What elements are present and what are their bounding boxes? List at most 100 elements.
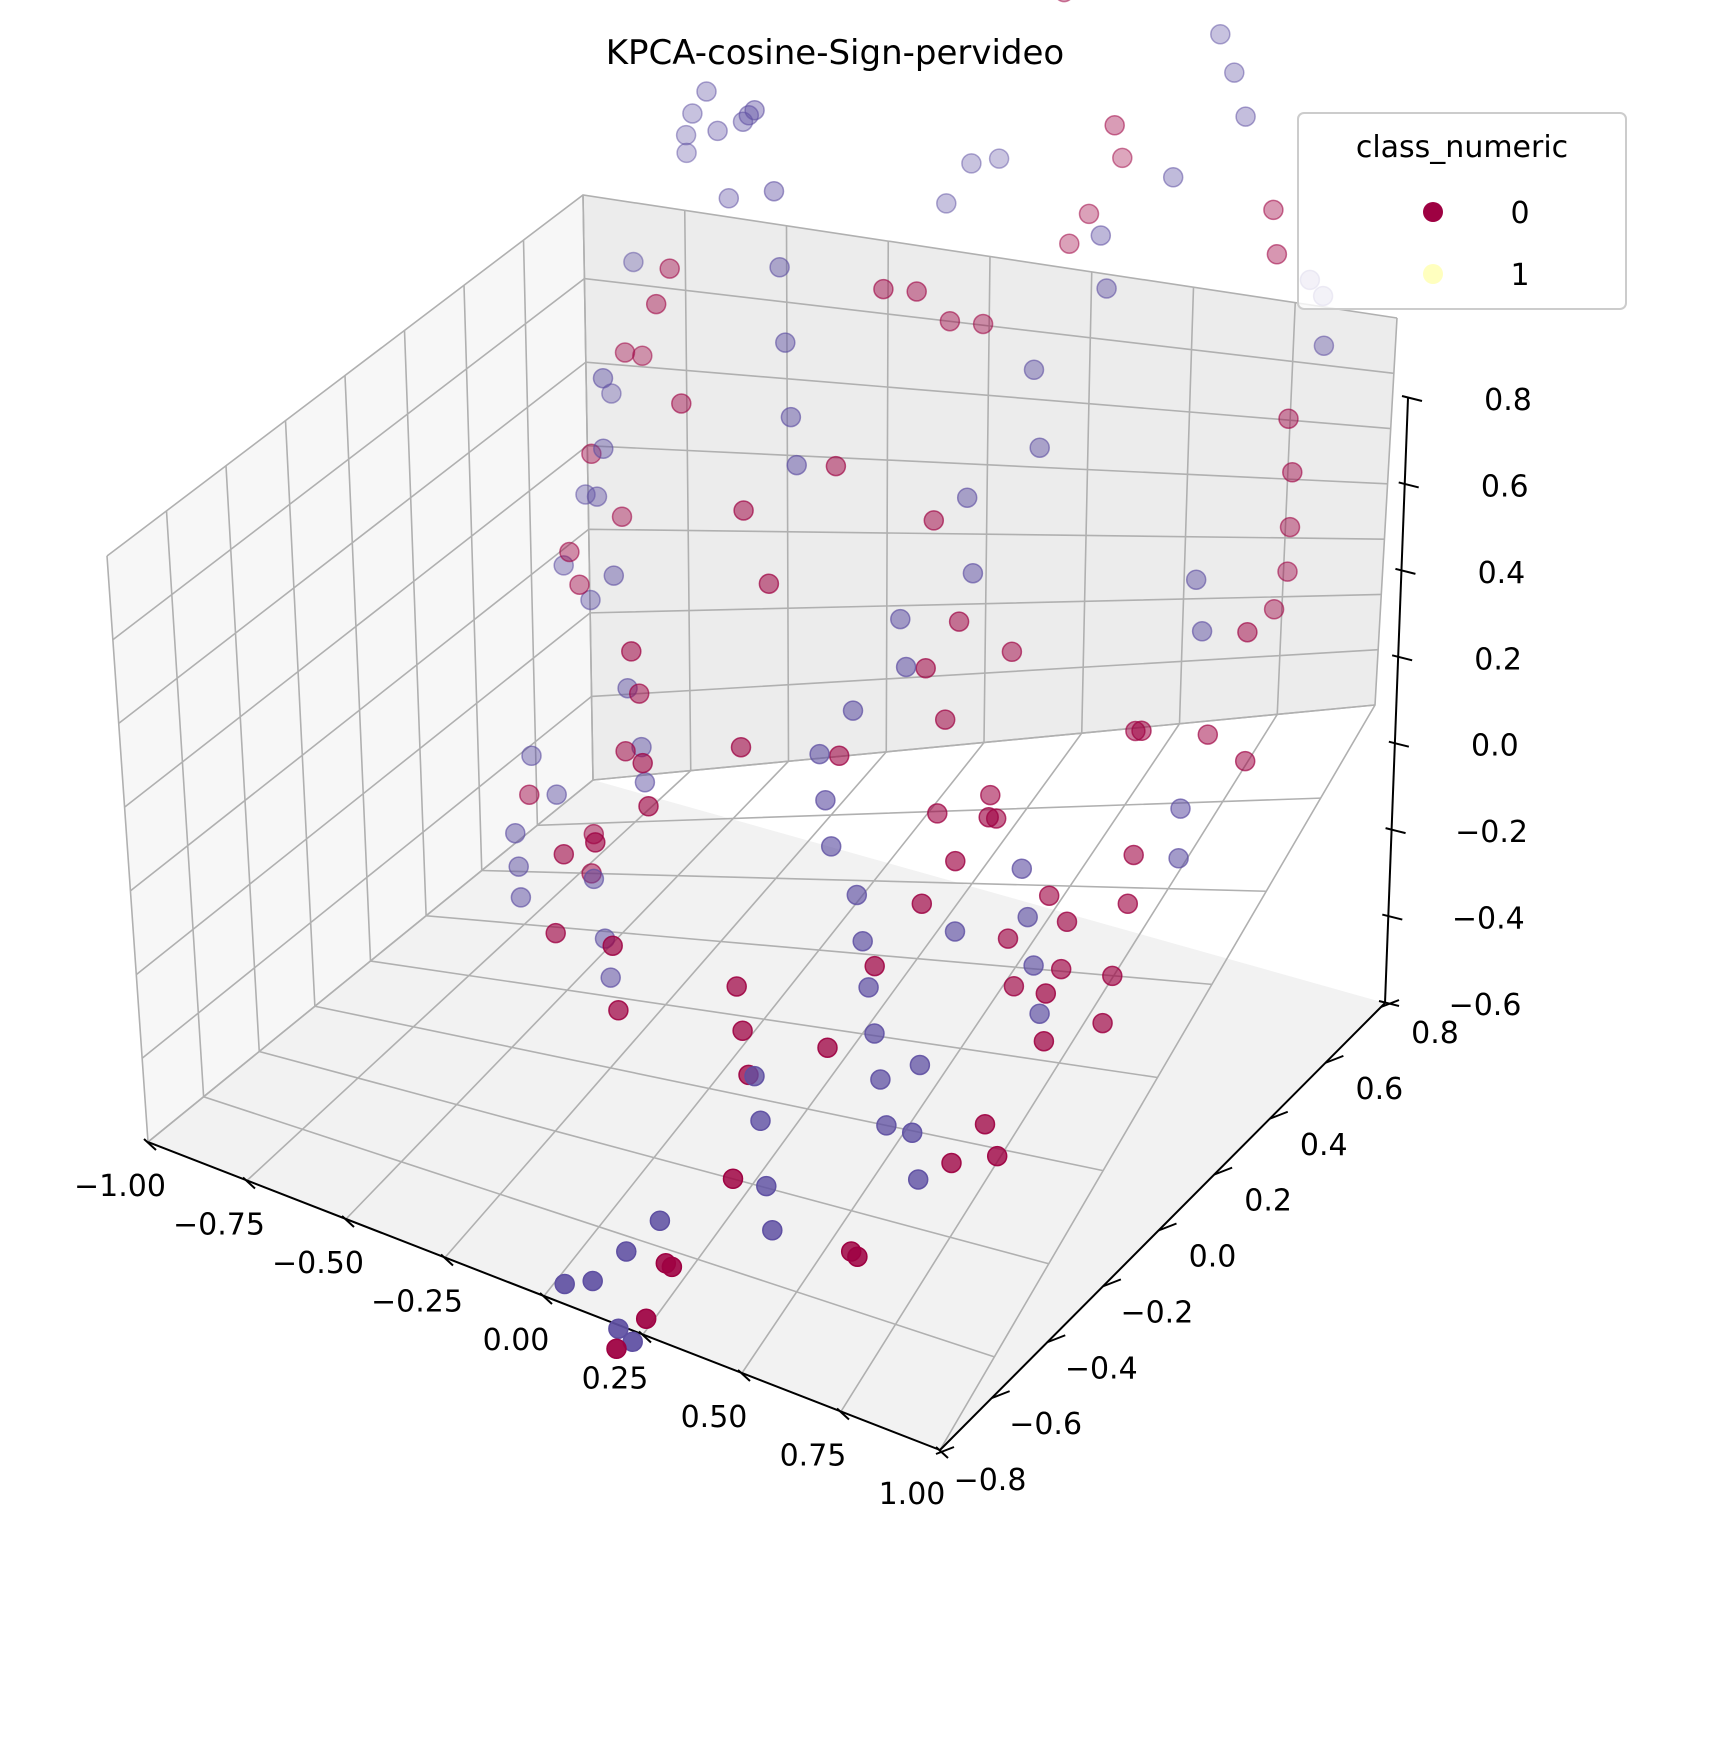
- scatter-point-class-1: [909, 1054, 931, 1076]
- x-tick-label: −0.75: [173, 1208, 265, 1243]
- scatter-point-class-1: [1029, 437, 1050, 458]
- scatter-point-class-0: [659, 258, 680, 279]
- scatter-point-class-1: [956, 487, 978, 508]
- x-tick: [638, 1330, 652, 1344]
- x-tick-label: 0.00: [483, 1323, 550, 1358]
- legend-marker: [1423, 264, 1443, 284]
- scatter-point-class-1: [756, 1175, 777, 1197]
- scatter-point-class-1: [769, 257, 790, 278]
- z-tick-label: 0.2: [1474, 642, 1522, 677]
- z-tick-label: 0.6: [1481, 469, 1529, 504]
- y-tick: [1213, 1166, 1233, 1176]
- scatter-point-class-0: [1234, 750, 1256, 772]
- z-tick-label: −0.6: [1449, 988, 1522, 1023]
- legend-marker: [1423, 202, 1443, 222]
- x-tick-label: −0.50: [272, 1246, 364, 1281]
- y-tick-label: 0.0: [1189, 1240, 1237, 1275]
- z-tick-label: 0.4: [1478, 556, 1526, 591]
- z-tick-label: −0.4: [1452, 902, 1525, 937]
- scatter-point-class-1: [593, 438, 614, 459]
- x-tick: [836, 1407, 850, 1421]
- scatter-point-class-0: [974, 1113, 996, 1135]
- grid-line-z: [112, 277, 1394, 641]
- scatter-point-class-0: [569, 574, 590, 595]
- legend-box: [1297, 112, 1627, 310]
- x-tick-label: −0.25: [371, 1285, 463, 1320]
- y-tick: [1046, 1334, 1066, 1344]
- axis-lines: [143, 395, 1423, 1459]
- y-tick: [1102, 1278, 1122, 1288]
- scatter-point-class-0: [722, 1168, 744, 1190]
- scatter-point-class-0: [1112, 147, 1133, 169]
- scatter-point-class-0: [873, 278, 894, 300]
- scatter-point-class-1: [1191, 621, 1213, 642]
- scatter-point-class-0: [635, 1308, 657, 1329]
- y-tick: [1325, 1054, 1344, 1064]
- scatter-point-class-1: [682, 103, 703, 124]
- z-tick-label: 0.8: [1484, 383, 1532, 418]
- scatter-point-class-0: [1278, 408, 1299, 429]
- scatter-point-class-1: [623, 251, 644, 273]
- scatter-point-class-0: [621, 641, 642, 662]
- scatter-point-class-0: [972, 313, 994, 335]
- legend-label: 0: [1510, 196, 1529, 231]
- scatter-point-class-1: [744, 99, 765, 121]
- scatter-point-class-0: [645, 293, 667, 315]
- scatter-point-class-0: [545, 922, 566, 944]
- scatter-point-class-0: [1102, 965, 1123, 987]
- scatter-point-class-0: [1050, 958, 1072, 980]
- scatter-point-class-0: [1035, 983, 1057, 1004]
- scatter-point-class-0: [934, 709, 956, 730]
- scatter-point-class-1: [707, 120, 728, 142]
- tick-labels: −1.00−0.75−0.50−0.25 0.00 0.25 0.50 0.75 1.00…: [74, 383, 1532, 1512]
- scatter-point-class-1: [852, 930, 873, 952]
- scatter-point-class-0: [1003, 976, 1025, 997]
- scatter-point-class-1: [634, 772, 656, 793]
- scatter-point-class-1: [510, 887, 532, 908]
- scatter-point-class-1: [592, 367, 614, 389]
- scatter-point-class-0: [585, 832, 606, 853]
- z-tick: [1401, 395, 1423, 402]
- scatter-point-class-0: [726, 976, 747, 997]
- scatter-point-class-1: [864, 1023, 885, 1044]
- scatter-point-class-1: [696, 81, 717, 102]
- scatter-point-class-1: [1029, 1003, 1050, 1024]
- scatter-point-class-1: [988, 148, 1010, 169]
- y-tick-label: 0.8: [1411, 1016, 1459, 1051]
- scatter-point-class-0: [986, 1145, 1008, 1167]
- scatter-point-class-0: [1033, 1030, 1055, 1052]
- scatter-point-class-0: [1263, 599, 1285, 620]
- scatter-point-class-1: [775, 332, 796, 353]
- scatter-point-class-0: [927, 803, 948, 824]
- scatter-point-class-0: [941, 1152, 962, 1174]
- scatter-point-class-1: [553, 555, 574, 576]
- scatter-point-class-1: [962, 562, 984, 584]
- scatter-point-class-1: [1096, 278, 1117, 299]
- scatter-point-class-0: [758, 573, 780, 594]
- scatter-point-class-0: [939, 310, 961, 332]
- scatter-point-class-1: [815, 789, 836, 811]
- y-tick-label: 0.6: [1356, 1072, 1404, 1107]
- scatter-point-class-1: [1023, 359, 1045, 381]
- scatter-point-class-0: [997, 928, 1019, 949]
- scatter-point-class-1: [508, 856, 529, 877]
- y-tick-label: −0.8: [954, 1463, 1027, 1498]
- scatter-point-class-0: [733, 500, 754, 521]
- scatter-point-class-0: [1279, 516, 1301, 538]
- scatter-point-class-1: [546, 784, 567, 805]
- scatter-point-class-0: [632, 752, 653, 774]
- scatter-point-class-0: [1117, 893, 1139, 915]
- x-tick-label: 0.50: [681, 1400, 748, 1435]
- z-tick: [1391, 654, 1413, 662]
- scatter-point-class-0: [1092, 1012, 1113, 1034]
- scatter-point-class-1: [944, 921, 966, 942]
- scatter-point-class-0: [978, 806, 999, 828]
- scatter-point-class-1: [505, 822, 526, 844]
- scatter-point-class-1: [763, 180, 785, 202]
- scatter-point-class-1: [1210, 24, 1231, 45]
- scatter-point-class-1: [762, 1220, 783, 1241]
- scatter-point-class-0: [661, 1256, 683, 1278]
- grid-line-z: [141, 648, 1379, 1059]
- scatter-point-class-0: [1001, 641, 1023, 663]
